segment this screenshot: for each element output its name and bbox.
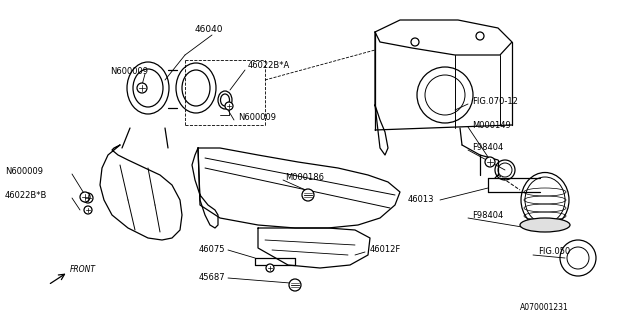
- Ellipse shape: [520, 218, 570, 232]
- Circle shape: [476, 32, 484, 40]
- Circle shape: [289, 279, 301, 291]
- Text: FIG.050: FIG.050: [538, 247, 570, 257]
- Text: FRONT: FRONT: [70, 266, 96, 275]
- Text: FIG.070-12: FIG.070-12: [472, 98, 518, 107]
- Circle shape: [485, 157, 495, 167]
- Circle shape: [266, 264, 274, 272]
- Text: 46075: 46075: [198, 245, 225, 254]
- Text: 46022B*A: 46022B*A: [248, 60, 291, 69]
- Text: N600009: N600009: [5, 167, 43, 177]
- Text: 46040: 46040: [195, 26, 223, 35]
- Circle shape: [84, 206, 92, 214]
- Circle shape: [302, 189, 314, 201]
- Circle shape: [411, 38, 419, 46]
- Text: 46012F: 46012F: [370, 245, 401, 254]
- Text: F98404: F98404: [472, 143, 503, 153]
- Text: M000149: M000149: [472, 121, 511, 130]
- Text: 46022B*B: 46022B*B: [5, 190, 47, 199]
- Circle shape: [80, 192, 90, 202]
- Text: M000186: M000186: [285, 173, 324, 182]
- Text: 45687: 45687: [198, 274, 225, 283]
- Text: N600009: N600009: [238, 114, 276, 123]
- Text: N600009: N600009: [110, 68, 148, 76]
- Text: 46013: 46013: [408, 196, 435, 204]
- Circle shape: [83, 193, 93, 203]
- Text: A070001231: A070001231: [520, 303, 569, 313]
- Circle shape: [137, 83, 147, 93]
- Text: F98404: F98404: [472, 211, 503, 220]
- Circle shape: [225, 102, 233, 110]
